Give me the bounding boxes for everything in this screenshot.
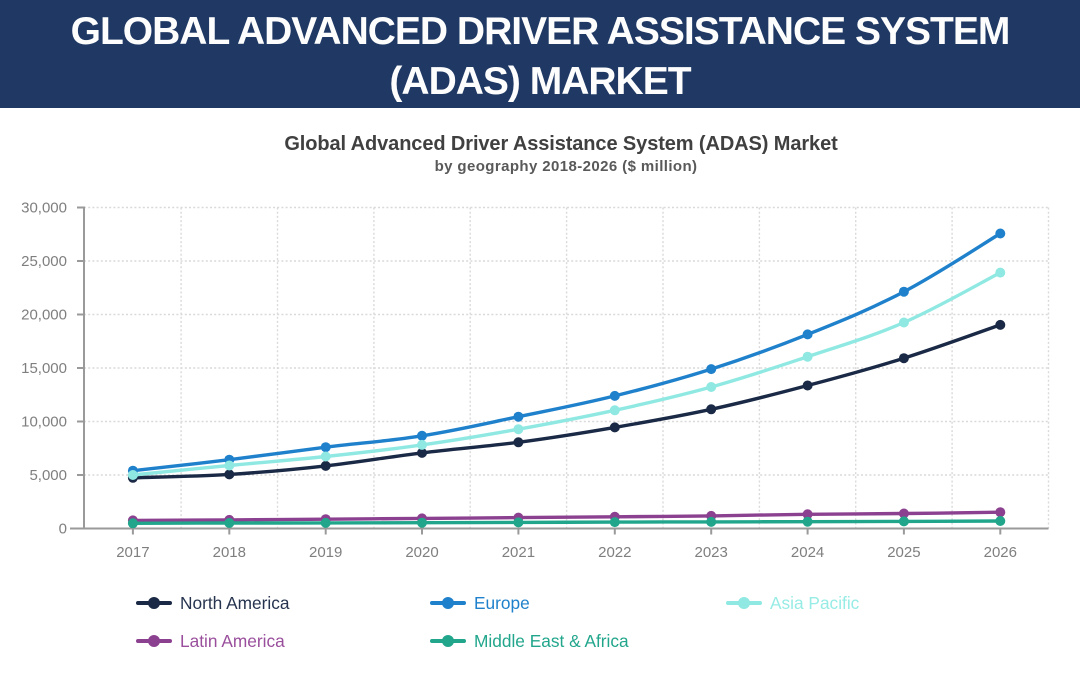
svg-text:2025: 2025 <box>887 544 920 561</box>
svg-text:2026: 2026 <box>984 544 1017 561</box>
svg-text:2022: 2022 <box>598 544 631 561</box>
svg-text:2021: 2021 <box>502 544 535 561</box>
svg-text:20,000: 20,000 <box>21 307 67 324</box>
svg-text:2023: 2023 <box>695 544 728 561</box>
svg-text:25,000: 25,000 <box>21 253 67 270</box>
svg-text:2024: 2024 <box>791 544 824 561</box>
svg-text:2019: 2019 <box>309 544 342 561</box>
svg-text:2020: 2020 <box>405 544 438 561</box>
svg-text:2018: 2018 <box>213 544 246 561</box>
svg-text:0: 0 <box>59 521 67 538</box>
svg-text:10,000: 10,000 <box>21 414 67 431</box>
svg-text:30,000: 30,000 <box>21 200 67 217</box>
svg-text:5,000: 5,000 <box>29 467 67 484</box>
svg-text:2017: 2017 <box>116 544 149 561</box>
svg-text:15,000: 15,000 <box>21 360 67 377</box>
